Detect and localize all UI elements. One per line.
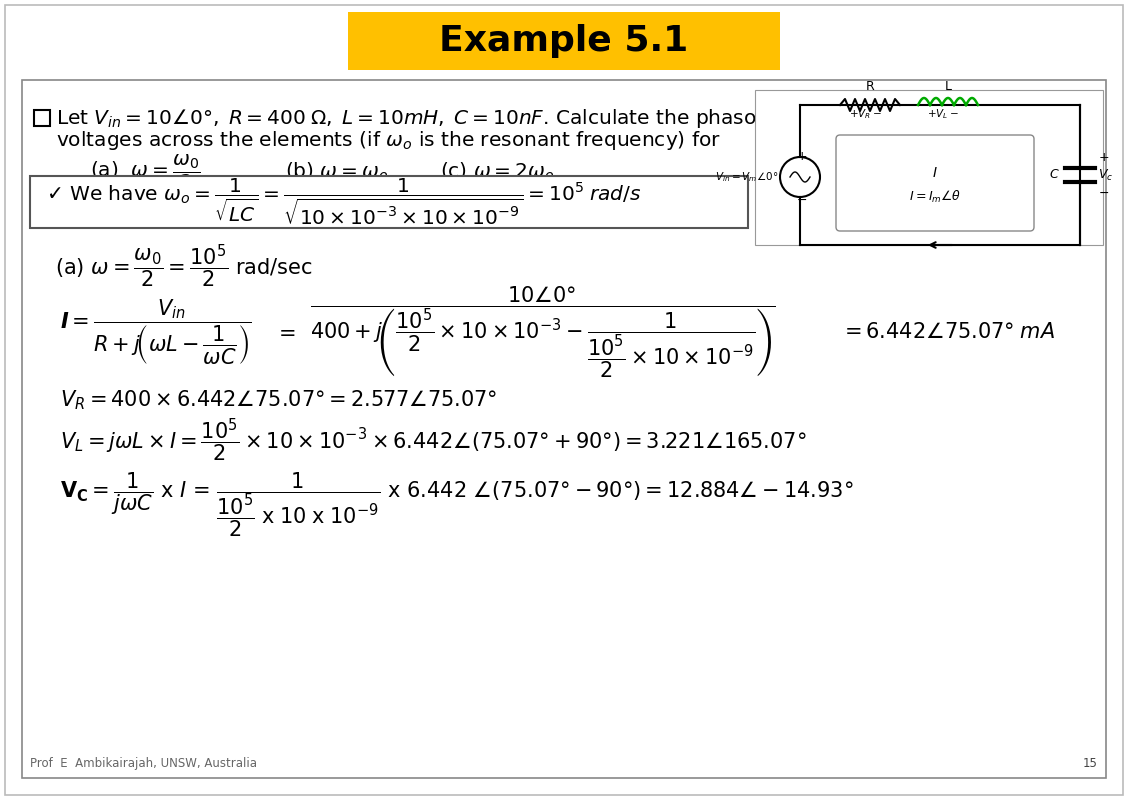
Text: L: L <box>944 80 952 93</box>
Circle shape <box>779 157 820 197</box>
FancyBboxPatch shape <box>30 176 748 228</box>
Text: $V_{in}=V_m\angle0°$: $V_{in}=V_m\angle0°$ <box>715 170 778 184</box>
Text: $\mathbf{V_C} = \dfrac{1}{j\omega C}$ x $I$ = $\dfrac{1}{\dfrac{10^5}{2}\;\text{: $\mathbf{V_C} = \dfrac{1}{j\omega C}$ x … <box>60 470 854 539</box>
Text: $I = I_m\angle\theta$: $I = I_m\angle\theta$ <box>909 189 961 205</box>
Text: $\boldsymbol{I} = \dfrac{V_{in}}{R + j\!\left(\omega L - \dfrac{1}{\omega C}\rig: $\boldsymbol{I} = \dfrac{V_{in}}{R + j\!… <box>60 298 252 366</box>
Text: (c) $\omega = 2\omega_o$: (c) $\omega = 2\omega_o$ <box>440 161 554 183</box>
Text: $= 6.442\angle75.07°\;mA$: $= 6.442\angle75.07°\;mA$ <box>840 322 1055 342</box>
Text: $=$: $=$ <box>274 322 296 342</box>
Text: $\boldsymbol{V_R} = 400 \times 6.442\angle75.07° = 2.577\angle75.07°$: $\boldsymbol{V_R} = 400 \times 6.442\ang… <box>60 388 497 412</box>
Text: Let $V_{in} = 10\angle0°,\; R = 400\;\Omega,\; L = 10mH,\; C = 10nF$. Calculate : Let $V_{in} = 10\angle0°,\; R = 400\;\Om… <box>56 106 766 130</box>
Text: $C$: $C$ <box>1049 169 1060 182</box>
Text: $\checkmark$ We have $\omega_o = \dfrac{1}{\sqrt{LC}} = \dfrac{1}{\sqrt{10\times: $\checkmark$ We have $\omega_o = \dfrac{… <box>46 177 642 227</box>
Text: $+ V_R -$: $+ V_R -$ <box>848 107 881 121</box>
Text: (b) $\omega = \omega_o$: (b) $\omega = \omega_o$ <box>285 161 388 183</box>
FancyBboxPatch shape <box>836 135 1034 231</box>
FancyBboxPatch shape <box>349 12 779 70</box>
Text: $-$: $-$ <box>1098 186 1109 199</box>
FancyBboxPatch shape <box>755 90 1103 245</box>
Text: Example 5.1: Example 5.1 <box>440 24 688 58</box>
Text: $\boldsymbol{V_L} = j\omega L \times I = \dfrac{10^5}{2} \times 10 \times 10^{-3: $\boldsymbol{V_L} = j\omega L \times I =… <box>60 416 807 464</box>
Text: $+ V_L -$: $+ V_L -$ <box>927 107 959 121</box>
Text: $\dfrac{10\angle0°}{400 + j\!\left(\dfrac{10^5}{2} \times 10 \times 10^{-3} - \d: $\dfrac{10\angle0°}{400 + j\!\left(\dfra… <box>310 284 775 380</box>
Text: Prof  E  Ambikairajah, UNSW, Australia: Prof E Ambikairajah, UNSW, Australia <box>30 757 257 770</box>
Text: $+$: $+$ <box>796 150 808 163</box>
FancyBboxPatch shape <box>34 110 50 126</box>
Text: $V_c$: $V_c$ <box>1098 167 1113 182</box>
Text: $+$: $+$ <box>1098 151 1109 164</box>
Text: 15: 15 <box>1083 757 1098 770</box>
FancyBboxPatch shape <box>5 5 1123 795</box>
FancyBboxPatch shape <box>23 80 1105 778</box>
Text: $-$: $-$ <box>796 193 808 206</box>
Text: R: R <box>865 80 874 93</box>
Text: voltages across the elements (if $\omega_o$ is the resonant frequency) for: voltages across the elements (if $\omega… <box>56 129 721 151</box>
Text: $I$: $I$ <box>932 166 937 180</box>
Text: (a)  $\omega = \dfrac{\omega_0}{2}$: (a) $\omega = \dfrac{\omega_0}{2}$ <box>90 153 201 191</box>
Text: (a) $\omega = \dfrac{\omega_0}{2} = \dfrac{10^5}{2}$ rad/sec: (a) $\omega = \dfrac{\omega_0}{2} = \dfr… <box>55 242 312 290</box>
